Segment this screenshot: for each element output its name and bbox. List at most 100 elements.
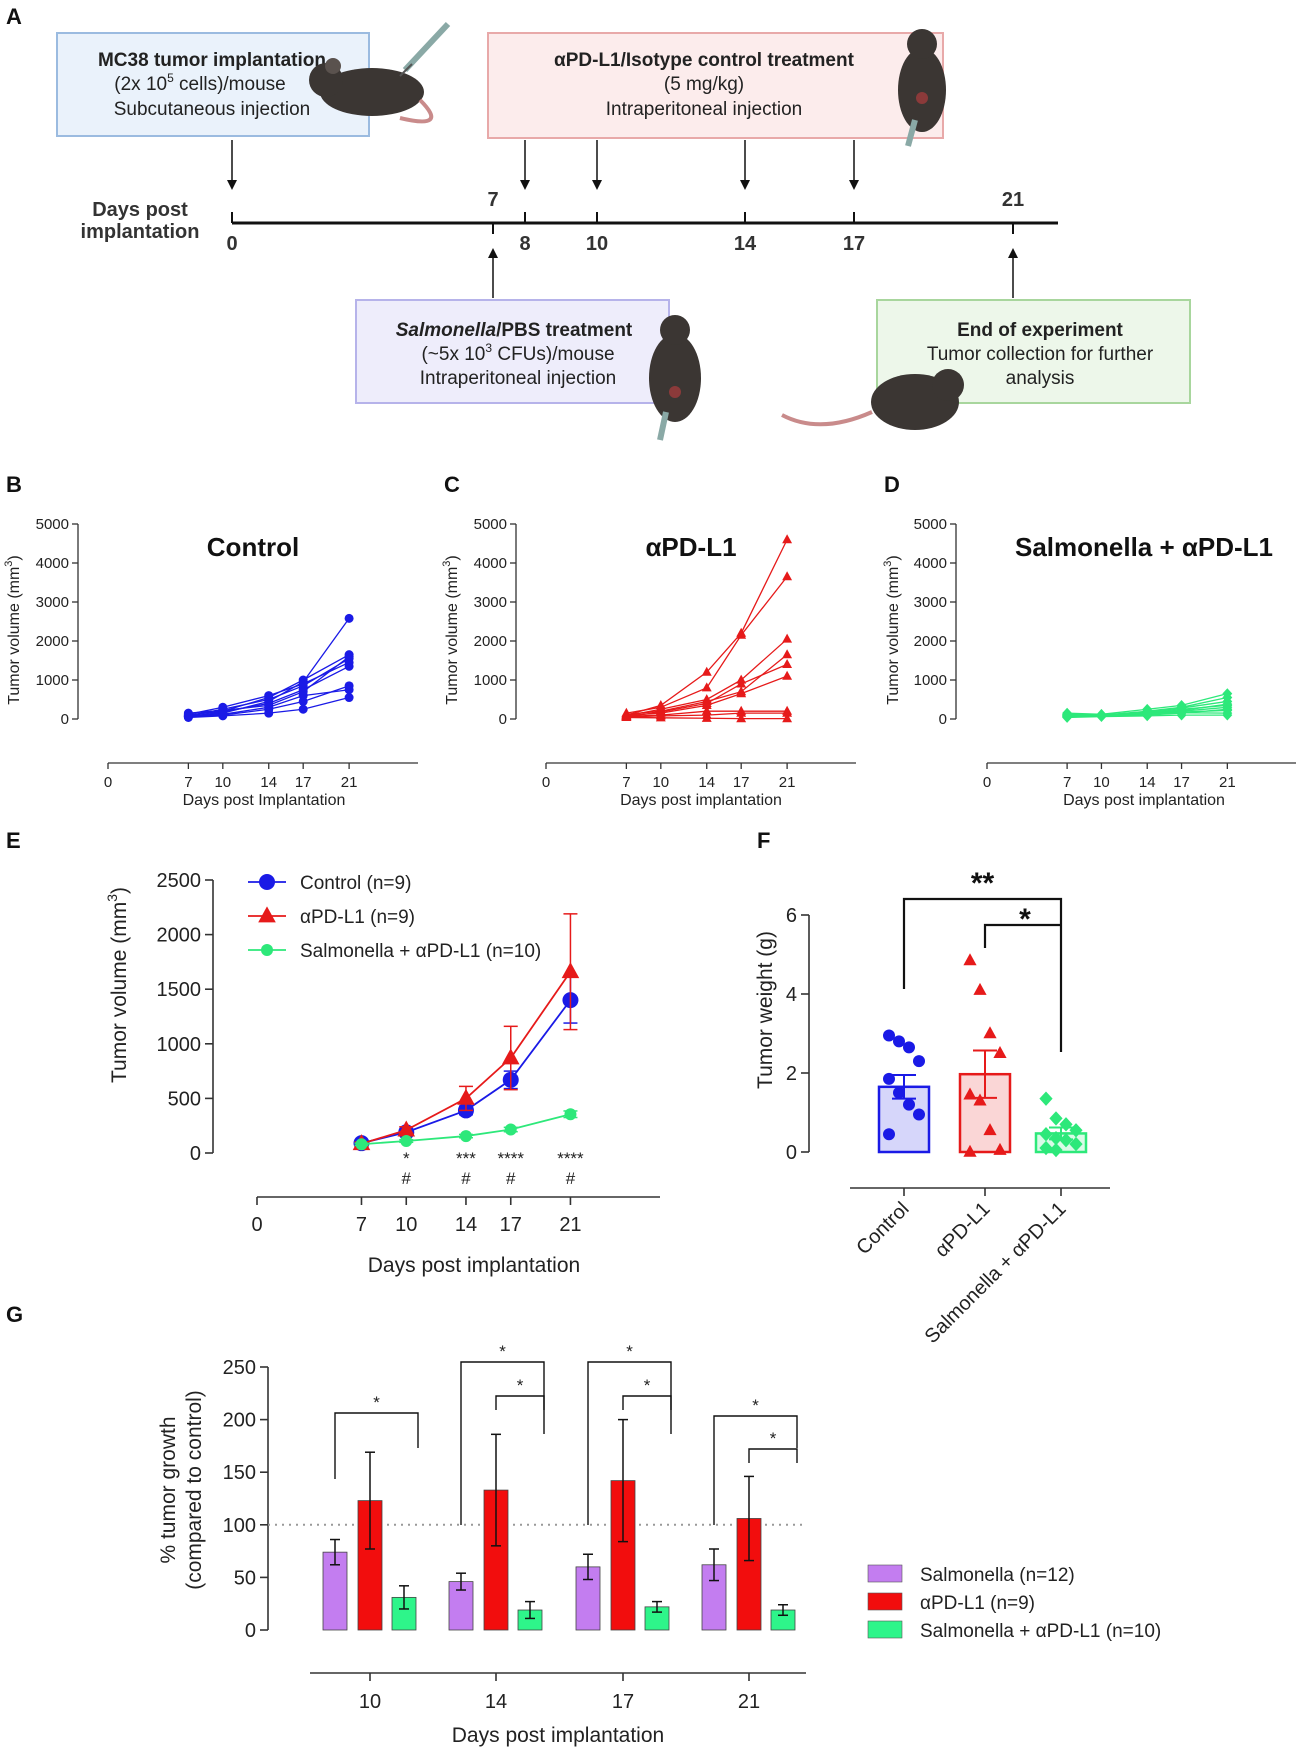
y-tick-label: 0 — [245, 1620, 256, 1642]
significance-label: * — [373, 1393, 380, 1412]
data-point — [655, 712, 666, 722]
panel-label-g: G — [6, 1302, 23, 1327]
legend-label: Salmonella + αPD-L1 (n=10) — [300, 941, 541, 962]
treatment-title: αPD-L1/Isotype control treatment — [554, 50, 855, 71]
panel-g-ylabel-line1: % tumor growth — [157, 1416, 180, 1563]
y-tick-label: 2 — [786, 1063, 797, 1085]
data-point — [993, 1142, 1007, 1155]
data-point — [298, 687, 308, 697]
data-point — [1069, 1136, 1083, 1152]
series-line-2 — [626, 576, 788, 714]
significance-hash: # — [566, 1169, 576, 1188]
treatment-box — [487, 32, 944, 139]
data-point — [782, 659, 793, 668]
data-point — [736, 688, 747, 698]
mouse-icon — [781, 369, 964, 430]
panel-label-a: A — [6, 4, 22, 29]
x-tick-label: 14 — [1139, 774, 1156, 791]
y-tick-label: 0 — [499, 711, 507, 728]
x-tick-label: 7 — [622, 774, 630, 791]
data-point — [993, 1046, 1007, 1059]
x-tick-label: 21 — [559, 1214, 581, 1236]
treatment-route: Intraperitoneal injection — [606, 99, 802, 120]
significance-hash: # — [506, 1169, 516, 1188]
timeline-day-label: 0 — [226, 233, 237, 255]
timeline-day-label: 7 — [487, 189, 498, 211]
mouse-injection-icon-2 — [649, 315, 701, 441]
significance-bracket — [495, 1395, 545, 1410]
panel-f-ylabel: Tumor weight (g) — [754, 931, 777, 1089]
panel-c-chart: 0 1000 2000 3000 4000 5000 0 7 10 14 17 21 — [474, 516, 856, 791]
x-tick-label: 17 — [295, 774, 312, 791]
data-point — [701, 712, 712, 722]
timeline-arrow-head — [592, 180, 602, 190]
panel-d-chart: 0 1000 2000 3000 4000 5000 0 7 10 14 17 21 — [914, 516, 1296, 791]
implantation-title: MC38 tumor implantation — [98, 50, 326, 71]
y-tick-label: 2000 — [914, 633, 947, 650]
data-point — [701, 682, 712, 692]
data-point — [564, 1108, 577, 1121]
timeline-arrow-head — [488, 248, 498, 258]
salmonella-dose: (~5x 103 CFUs)/mouse — [421, 341, 614, 365]
x-tick-label: 21 — [779, 774, 796, 791]
legend-label: Salmonella + αPD-L1 (n=10) — [920, 1621, 1161, 1642]
x-tick-label: 14 — [455, 1214, 477, 1236]
significance-label: * — [499, 1342, 506, 1361]
y-tick-label: 2000 — [474, 633, 507, 650]
legend-swatch — [867, 1592, 903, 1611]
data-point — [344, 693, 354, 703]
legend-swatch — [867, 1564, 903, 1583]
data-point — [963, 1144, 977, 1157]
data-point — [561, 962, 580, 979]
data-point — [1059, 1117, 1073, 1132]
x-tick-label: 10 — [214, 774, 231, 791]
panel-g-legend: Salmonella (n=12) αPD-L1 (n=9) Salmonella … — [867, 1564, 1161, 1642]
data-point — [973, 982, 987, 995]
y-tick-label: 1500 — [157, 979, 202, 1001]
end-title: End of experiment — [957, 320, 1123, 341]
x-tick-label: 21 — [341, 774, 358, 791]
y-tick-label: 5000 — [36, 516, 69, 533]
y-tick-label: 1000 — [36, 672, 69, 689]
timeline-day-label: 10 — [586, 233, 608, 255]
data-point — [736, 707, 747, 717]
panel-g-ylabel-line2: (compared to control) — [183, 1390, 206, 1590]
data-point — [893, 1035, 905, 1048]
data-point — [983, 1123, 997, 1136]
panel-d-ylabel: Tumor volume (mm3) — [882, 555, 902, 705]
legend-label: Control (n=9) — [300, 873, 411, 894]
x-tick-label: 17 — [612, 1691, 634, 1713]
significance-stars: **** — [557, 1149, 584, 1168]
salmonella-route: Intraperitoneal injection — [420, 368, 616, 389]
panel-g-chart: 0 50 100 150 200 250 10 14 17 21 * * * * * * * — [223, 1342, 806, 1713]
y-tick-label: 6 — [786, 905, 797, 927]
implantation-line3: Subcutaneous injection — [114, 99, 310, 120]
panel-label-c: C — [444, 472, 460, 497]
data-point — [782, 707, 793, 717]
data-point — [782, 534, 793, 544]
data-point — [782, 670, 793, 680]
data-point — [298, 679, 308, 689]
data-point — [1096, 711, 1107, 723]
significance-bracket — [748, 1448, 798, 1463]
y-tick-label: 500 — [168, 1088, 201, 1110]
x-tick-label: 7 — [356, 1214, 367, 1236]
y-tick-label: 2500 — [157, 870, 202, 892]
timeline-arrow-head — [520, 180, 530, 190]
x-tick-label: 21 — [738, 1691, 760, 1713]
significance-label: * — [770, 1429, 777, 1448]
timeline-day-label: 17 — [843, 233, 865, 255]
x-tick-label: 17 — [733, 774, 750, 791]
data-point — [736, 629, 747, 639]
panel-b-title: Control — [207, 532, 299, 562]
legend-marker — [258, 906, 276, 923]
data-point — [344, 613, 354, 623]
data-point — [1062, 712, 1073, 723]
legend-marker — [259, 874, 275, 890]
x-tick-label: 14 — [485, 1691, 507, 1713]
data-point — [1039, 1140, 1053, 1156]
timeline-day-label: 8 — [519, 233, 530, 255]
significance-label: * — [517, 1376, 524, 1395]
timeline-day-label: 21 — [1002, 189, 1024, 211]
